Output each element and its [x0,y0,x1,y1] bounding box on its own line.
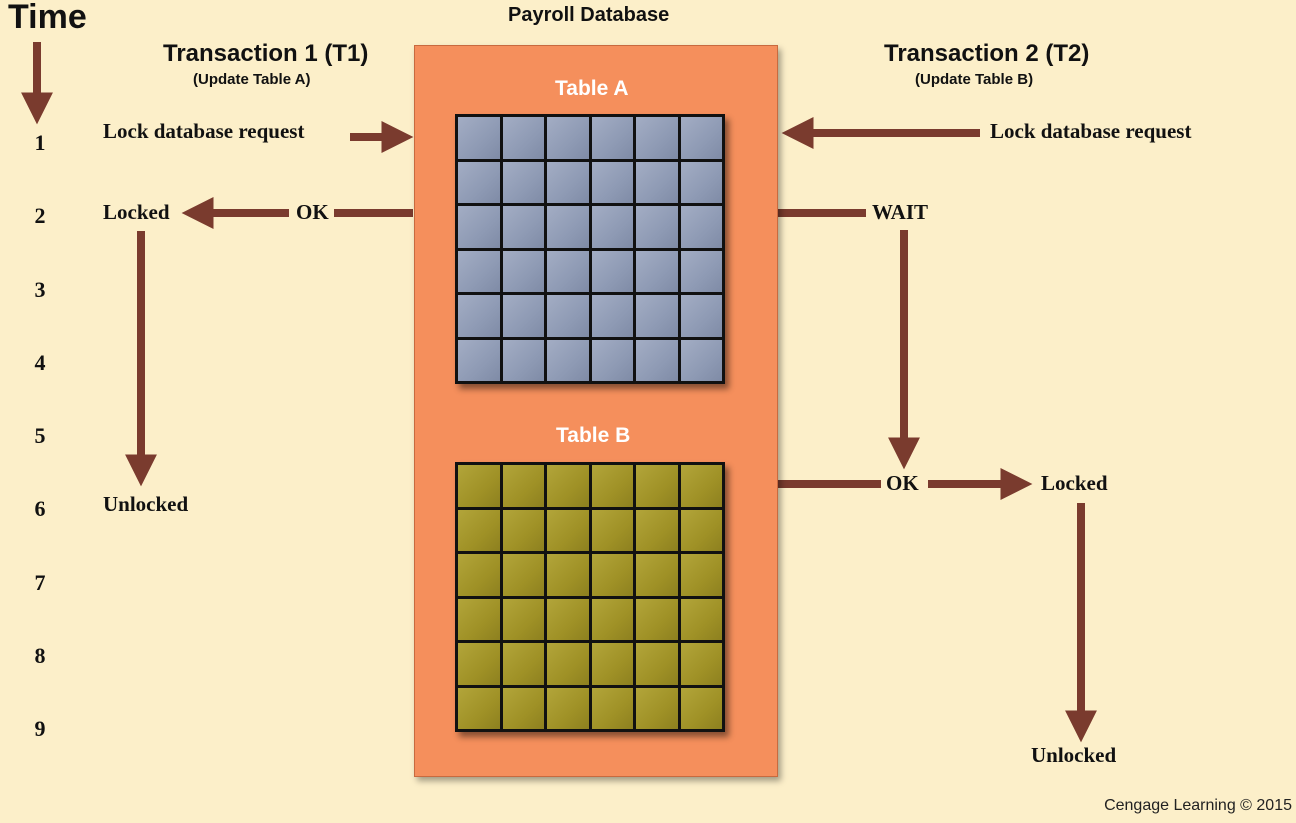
table-a-grid [455,114,725,384]
time-tick: 6 [34,496,46,521]
time-tick: 4 [34,350,46,375]
time-tick: 5 [34,423,46,448]
t1-lock-request-label: Lock database request [103,119,305,143]
table-a-label: Table A [555,77,629,100]
t1-title: Transaction 1 (T1) [163,40,369,67]
table-b-grid [455,462,725,732]
t2-ok-label: OK [886,471,919,495]
time-tick: 8 [34,643,46,668]
database-title: Payroll Database [508,4,670,26]
t2-wait-label: WAIT [872,200,929,224]
t1-locked-label: Locked [103,200,170,224]
t1-unlocked-label: Unlocked [103,492,189,516]
time-tick: 3 [34,277,46,302]
time-tick: 1 [34,130,46,155]
time-tick: 9 [34,716,46,741]
time-tick: 7 [34,570,46,595]
t1-subtitle: (Update Table A) [193,71,311,88]
time-axis-title: Time [8,0,87,36]
t2-title: Transaction 2 (T2) [884,40,1090,67]
payroll-database: Table A Table B [414,45,778,777]
t2-lock-request-label: Lock database request [990,119,1192,143]
copyright-credit: Cengage Learning © 2015 [1104,797,1292,814]
t2-locked-label: Locked [1041,471,1108,495]
time-tick: 2 [34,203,46,228]
table-b-label: Table B [556,424,631,447]
t1-ok-label: OK [296,200,329,224]
t2-subtitle: (Update Table B) [915,71,1034,88]
t2-unlocked-label: Unlocked [1031,743,1117,767]
